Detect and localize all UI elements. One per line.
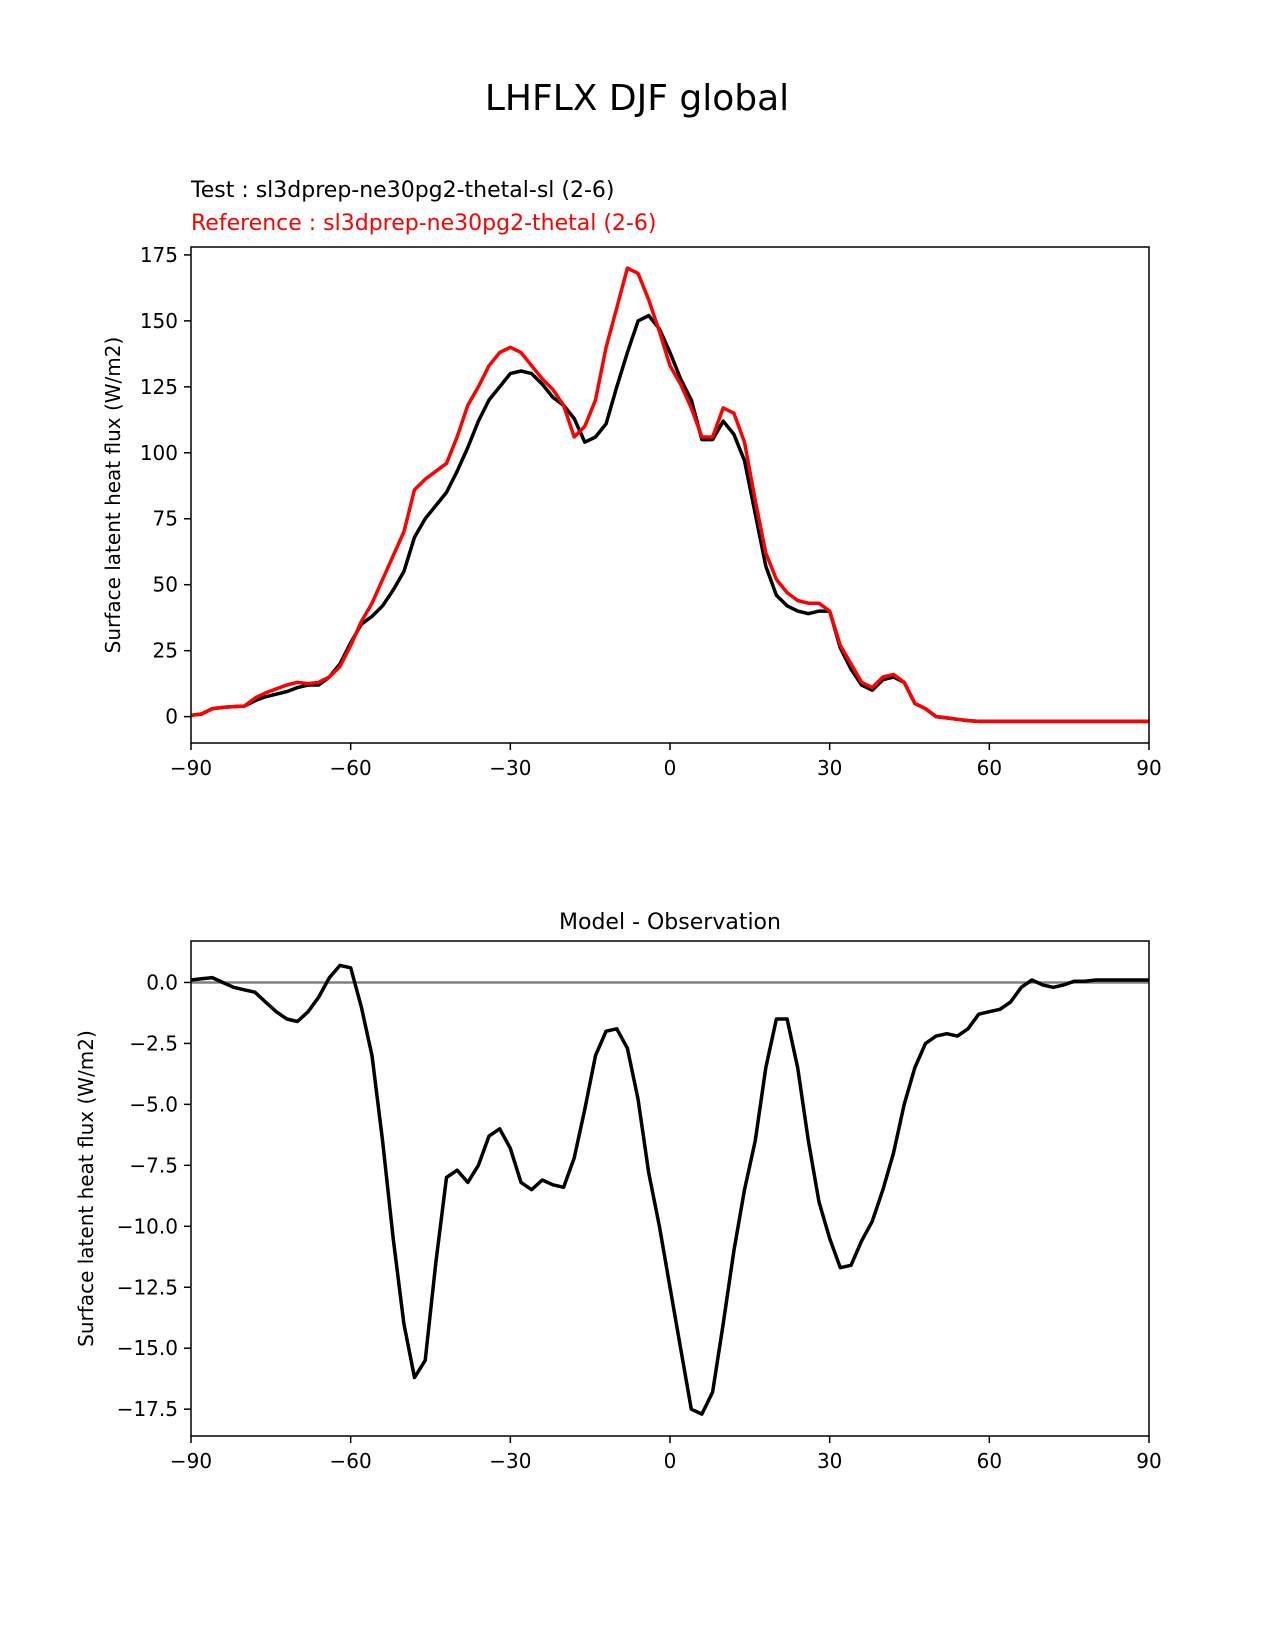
diff-ytick-label: −12.5 — [117, 1275, 178, 1299]
top-xtick-label: −30 — [489, 756, 531, 780]
diff-title: Model - Observation — [559, 910, 781, 935]
top-ylabel: Surface latent heat flux (W/m2) — [101, 337, 125, 654]
difference-panel: Model - Observation −90 −60 −30 0 30 60 90 0.0 −2… — [74, 910, 1162, 1473]
top-ytick-label: 150 — [140, 309, 178, 333]
top-series-1-line — [190, 266, 1149, 724]
top-ytick-label: 75 — [153, 507, 178, 531]
top-ytick-label: 125 — [140, 375, 178, 399]
diff-ytick-label: −17.5 — [117, 1397, 178, 1421]
diff-axes-frame — [190, 940, 1150, 1437]
top-ytick-label: 100 — [140, 441, 178, 465]
diff-ytick-label: −15.0 — [117, 1336, 178, 1360]
diff-xtick-label: 60 — [977, 1449, 1002, 1473]
diff-ytick-label: −7.5 — [129, 1153, 178, 1177]
top-ytick-label: 0 — [165, 705, 178, 729]
top-ytick-label: 25 — [153, 639, 178, 663]
top-ytick-label: 50 — [153, 573, 178, 597]
diff-xtick-label: −90 — [170, 1449, 212, 1473]
reference-label: Reference : sl3dprep-ne30pg2-thetal (2-6… — [191, 211, 656, 236]
diff-ytick-label: −5.0 — [129, 1092, 178, 1116]
top-xtick-label: 90 — [1136, 756, 1161, 780]
figure-title: LHFLX DJF global — [485, 78, 789, 119]
top-xtick-label: 60 — [977, 756, 1002, 780]
top-xtick-label: 0 — [664, 756, 677, 780]
diff-ylabel: Surface latent heat flux (W/m2) — [74, 1030, 98, 1347]
diff-xtick-label: −30 — [489, 1449, 531, 1473]
top-ytick-label: 175 — [140, 243, 178, 267]
top-xtick-label: −60 — [330, 756, 372, 780]
diff-xtick-label: 30 — [817, 1449, 842, 1473]
diff-xtick-label: 90 — [1136, 1449, 1161, 1473]
top-xtick-label: −90 — [170, 756, 212, 780]
diff-ytick-label: 0.0 — [146, 970, 178, 994]
diff-xtick-label: −60 — [330, 1449, 372, 1473]
diff-ytick-label: −2.5 — [129, 1031, 178, 1055]
top-xtick-label: 30 — [817, 756, 842, 780]
top-series-0-line — [190, 313, 1149, 724]
diff-series-0-line — [190, 963, 1149, 1416]
diff-xtick-label: 0 — [664, 1449, 677, 1473]
diff-ytick-label: −10.0 — [117, 1214, 178, 1238]
top-panel: −90 −60 −30 0 30 60 90 0 25 50 75 100 125 150 175 Surfa… — [101, 243, 1162, 780]
test-label: Test : sl3dprep-ne30pg2-thetal-sl (2-6) — [190, 178, 615, 203]
